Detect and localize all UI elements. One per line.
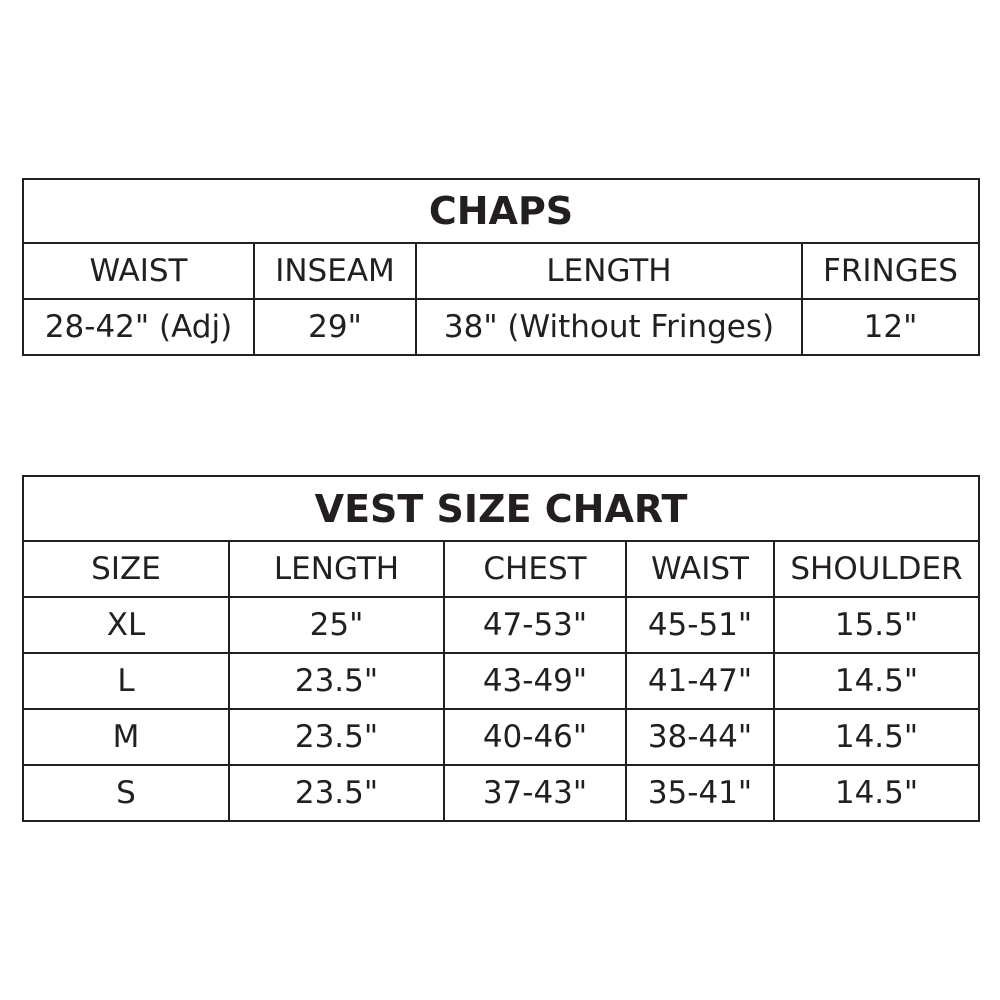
vest-cell: XL (22, 596, 230, 654)
vest-size-table: VEST SIZE CHART SIZE LENGTH CHEST WAIST … (21, 475, 981, 822)
vest-cell: 38-44" (625, 708, 775, 766)
vest-cell: 45-51" (625, 596, 775, 654)
vest-cell: 43-49" (443, 652, 627, 710)
chaps-header-length: LENGTH (415, 242, 803, 300)
chaps-length-value: 38" (Without Fringes) (415, 298, 803, 356)
vest-cell: L (22, 652, 230, 710)
vest-header-waist: WAIST (625, 540, 775, 598)
chaps-value-row: 28-42" (Adj) 29" 38" (Without Fringes) 1… (22, 298, 981, 356)
chaps-waist-value: 28-42" (Adj) (22, 298, 255, 356)
vest-cell: 37-43" (443, 764, 627, 822)
vest-title: VEST SIZE CHART (21, 475, 981, 542)
vest-header-size: SIZE (22, 540, 230, 598)
chaps-fringes-value: 12" (800, 298, 981, 356)
vest-header-length: LENGTH (228, 540, 445, 598)
vest-cell: S (22, 764, 230, 822)
vest-cell: 23.5" (228, 764, 445, 822)
vest-row: S 23.5" 37-43" 35-41" 14.5" (22, 764, 981, 822)
chaps-table: CHAPS WAIST INSEAM LENGTH FRINGES 28-42"… (21, 178, 981, 356)
chaps-inseam-value: 29" (253, 298, 417, 356)
vest-cell: 47-53" (443, 596, 627, 654)
vest-cell: 25" (228, 596, 445, 654)
chaps-header-row: WAIST INSEAM LENGTH FRINGES (22, 242, 981, 300)
vest-cell: 14.5" (772, 764, 981, 822)
vest-row: L 23.5" 43-49" 41-47" 14.5" (22, 652, 981, 710)
vest-header-row: SIZE LENGTH CHEST WAIST SHOULDER (22, 540, 981, 598)
vest-cell: 14.5" (772, 708, 981, 766)
vest-row: M 23.5" 40-46" 38-44" 14.5" (22, 708, 981, 766)
vest-cell: 14.5" (772, 652, 981, 710)
vest-cell: 40-46" (443, 708, 627, 766)
vest-row: XL 25" 47-53" 45-51" 15.5" (22, 596, 981, 654)
vest-cell: 23.5" (228, 652, 445, 710)
vest-cell: 15.5" (772, 596, 981, 654)
chaps-header-fringes: FRINGES (800, 242, 981, 300)
chaps-title: CHAPS (21, 178, 981, 244)
chaps-header-inseam: INSEAM (253, 242, 417, 300)
vest-header-shoulder: SHOULDER (772, 540, 981, 598)
chaps-header-waist: WAIST (22, 242, 255, 300)
vest-cell: 41-47" (625, 652, 775, 710)
vest-cell: 35-41" (625, 764, 775, 822)
vest-cell: M (22, 708, 230, 766)
vest-cell: 23.5" (228, 708, 445, 766)
vest-header-chest: CHEST (443, 540, 627, 598)
